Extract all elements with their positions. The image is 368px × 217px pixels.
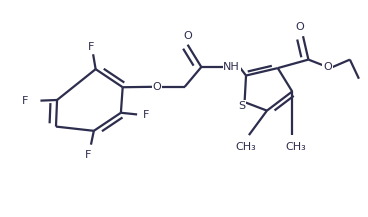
Text: CH₃: CH₃ bbox=[235, 142, 256, 152]
Text: O: O bbox=[323, 62, 332, 72]
Text: NH: NH bbox=[223, 62, 240, 72]
Text: F: F bbox=[85, 150, 91, 160]
Text: O: O bbox=[183, 31, 192, 41]
Text: O: O bbox=[296, 22, 304, 32]
Text: F: F bbox=[88, 42, 94, 52]
Text: S: S bbox=[238, 101, 245, 111]
Text: F: F bbox=[22, 96, 28, 106]
Text: O: O bbox=[153, 82, 161, 92]
Text: F: F bbox=[143, 110, 149, 120]
Text: CH₃: CH₃ bbox=[286, 142, 306, 152]
